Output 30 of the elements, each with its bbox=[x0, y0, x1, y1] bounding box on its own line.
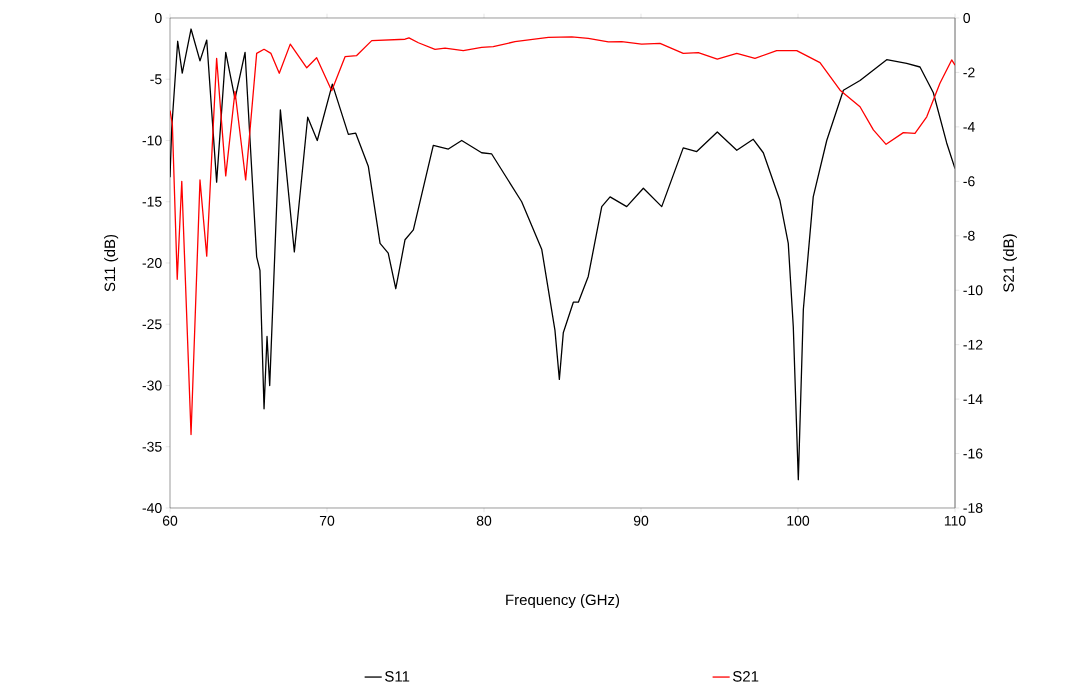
y2-tick-label: -16 bbox=[963, 448, 983, 459]
y2-tick-label: -4 bbox=[963, 122, 975, 132]
y2-tick-label: -10 bbox=[963, 285, 983, 296]
y-tick-label: -5 bbox=[150, 74, 162, 85]
x-tick-label: 110 bbox=[944, 515, 966, 526]
y2-tick-label: -8 bbox=[963, 230, 975, 241]
y2-tick-label: -14 bbox=[963, 394, 983, 404]
y2-tick-label: -12 bbox=[963, 339, 983, 350]
x-axis-title: Frequency (GHz) bbox=[506, 594, 620, 609]
y2-tick-label: 0 bbox=[963, 13, 971, 23]
y-tick-label: -15 bbox=[142, 196, 162, 207]
x-tick-label: 70 bbox=[319, 515, 335, 526]
y-axis-title: S11 (dB) bbox=[104, 234, 119, 292]
y2-tick-label: -6 bbox=[963, 176, 975, 187]
y-tick-label: -35 bbox=[142, 441, 162, 452]
y2-axis-title: S21 (dB) bbox=[1002, 234, 1017, 292]
x-tick-label: 60 bbox=[162, 515, 178, 526]
x-tick-label: 90 bbox=[633, 515, 649, 526]
y-tick-label: -10 bbox=[142, 135, 162, 146]
y-tick-label: -20 bbox=[142, 258, 162, 268]
x-tick-label: 80 bbox=[476, 515, 492, 526]
y-tick-label: -30 bbox=[142, 380, 162, 391]
y2-tick-label: -18 bbox=[963, 503, 983, 513]
x-tick-label: 100 bbox=[787, 515, 810, 526]
y-tick-label: -40 bbox=[142, 503, 162, 513]
legend-label: S21 bbox=[732, 671, 759, 682]
legend-label: S11 bbox=[385, 671, 410, 682]
y-tick-label: 0 bbox=[154, 13, 162, 23]
y2-tick-label: -2 bbox=[963, 67, 975, 78]
y-tick-label: -25 bbox=[142, 319, 162, 330]
